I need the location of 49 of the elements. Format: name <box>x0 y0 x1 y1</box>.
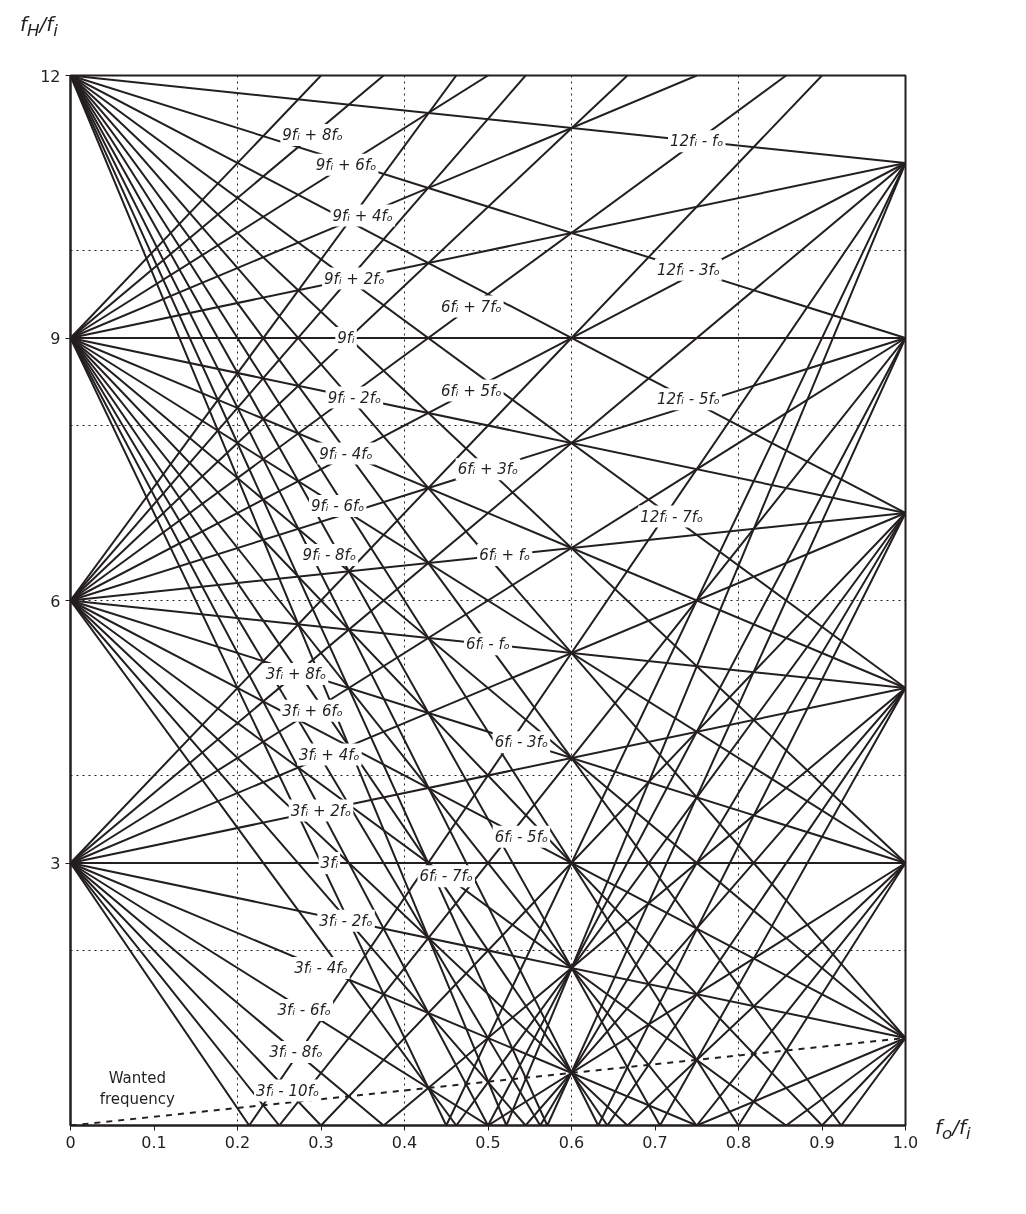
annotation: 3fᵢ - 8fₒ <box>269 1043 323 1061</box>
annotation: 9fᵢ + 2fₒ <box>324 269 385 288</box>
x-tick-label: 0.8 <box>725 1132 752 1152</box>
annotation: 3fᵢ + 4fₒ <box>299 745 360 764</box>
annotation: 9fᵢ + 8fₒ <box>282 126 343 144</box>
y-tick-label: 12 <box>40 66 61 86</box>
annotation: 9fᵢ - 4fₒ <box>319 444 373 463</box>
x-tick-label: 0 <box>65 1132 76 1152</box>
annotation: 3fᵢ - 6fₒ <box>277 1001 332 1019</box>
annotation: 3fᵢ + 2fₒ <box>290 801 352 820</box>
x-tick-label: 0.2 <box>224 1132 251 1152</box>
x-tick-label: 0.1 <box>141 1132 167 1152</box>
x-tick-label: 0.7 <box>642 1132 668 1152</box>
annotation: 6fᵢ - 7fₒ <box>419 867 473 886</box>
annotation: 3fᵢ <box>320 854 339 872</box>
annotation: 12fᵢ - 5fₒ <box>656 390 720 409</box>
annotation: 9fᵢ <box>337 329 356 347</box>
annotation: 3fᵢ - 4fₒ <box>294 959 348 977</box>
annotation: 6fᵢ + 5fₒ <box>440 381 502 400</box>
annotation: 6fᵢ + 7fₒ <box>440 297 502 316</box>
annotation: 12fᵢ - 3fₒ <box>656 260 720 279</box>
annotation: 12fᵢ - fₒ <box>670 132 724 151</box>
y-tick-label: 9 <box>50 329 61 348</box>
annotation: Wanted frequency <box>99 1068 176 1109</box>
x-axis-title: f$_{o}$/f$_{i}$ <box>935 1115 971 1143</box>
x-tick-label: 1.0 <box>892 1132 919 1152</box>
annotation: 3fᵢ + 6fₒ <box>282 701 343 720</box>
x-tick-label: 0.6 <box>558 1132 585 1152</box>
x-tick-label: 0.4 <box>391 1132 418 1152</box>
annotation: 3fᵢ - 2fₒ <box>319 911 373 930</box>
annotation: 6fᵢ + fₒ <box>479 546 531 564</box>
annotation: 9fᵢ + 6fₒ <box>315 155 377 174</box>
annotation: 9fᵢ - 2fₒ <box>327 388 382 407</box>
annotation: 9fᵢ + 4fₒ <box>332 206 394 225</box>
annotation: 3fᵢ - 10fₒ <box>256 1081 320 1100</box>
x-tick-label: 0.3 <box>308 1132 334 1152</box>
y-tick-label: 3 <box>50 854 61 873</box>
annotation: 3fᵢ + 8fₒ <box>265 665 327 683</box>
x-tick-label: 0.5 <box>475 1132 501 1152</box>
annotation: 12fᵢ - 7fₒ <box>640 507 704 526</box>
y-tick-label: 6 <box>50 591 61 611</box>
annotation: 6fᵢ + 3fₒ <box>457 460 519 479</box>
annotation: 9fᵢ - 8fₒ <box>302 546 357 564</box>
annotation: 9fᵢ - 6fₒ <box>310 497 365 515</box>
annotation: 6fᵢ - 3fₒ <box>494 733 549 752</box>
annotation: 6fᵢ - 5fₒ <box>494 827 549 846</box>
annotation: 6fᵢ - fₒ <box>466 635 510 654</box>
x-tick-label: 0.9 <box>809 1132 835 1152</box>
y-axis-title: f$_{H}$/f$_{i}$ <box>20 12 58 40</box>
